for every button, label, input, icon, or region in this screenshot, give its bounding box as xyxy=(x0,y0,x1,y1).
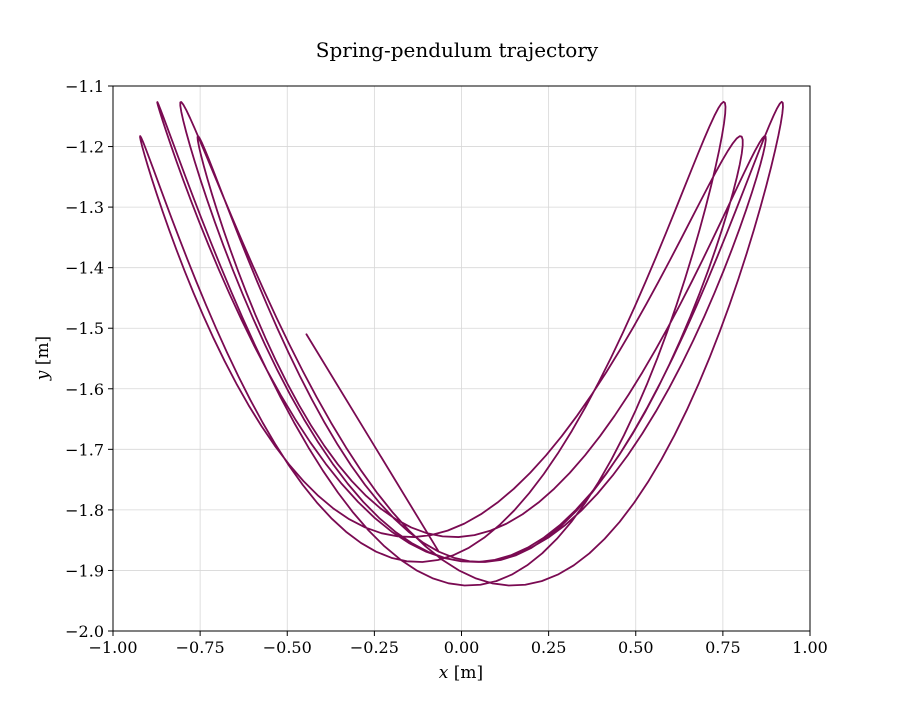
x-axis-label: x [m] xyxy=(439,663,483,683)
y-tick-label-7: −1.3 xyxy=(65,198,104,217)
x-tick-label-2: −0.50 xyxy=(263,638,312,657)
x-tick-label-5: 0.25 xyxy=(531,638,567,657)
y-tick-label-4: −1.6 xyxy=(65,380,104,399)
plot-frame xyxy=(112,85,811,632)
y-tick-label-2: −1.8 xyxy=(65,501,104,520)
x-tick-label-0: −1.00 xyxy=(88,638,137,657)
trajectory-line-0 xyxy=(139,100,784,587)
y-tick-label-9: −1.1 xyxy=(65,77,104,96)
x-axis-var: x xyxy=(439,663,449,683)
y-tick-label-1: −1.9 xyxy=(65,561,104,580)
y-tick-label-8: −1.2 xyxy=(65,138,104,157)
x-tick-label-4: 0.00 xyxy=(444,638,480,657)
x-tick-label-7: 0.75 xyxy=(705,638,741,657)
y-tick-label-6: −1.4 xyxy=(65,259,104,278)
y-tick-label-5: −1.5 xyxy=(65,319,104,338)
y-tick-label-0: −2.0 xyxy=(65,622,104,641)
x-axis-unit: [m] xyxy=(448,663,483,683)
grid-layer xyxy=(112,85,811,632)
chart-title: Spring-pendulum trajectory xyxy=(316,38,599,62)
y-axis-var: y xyxy=(33,370,53,381)
x-tick-label-3: −0.25 xyxy=(350,638,399,657)
x-tick-label-6: 0.50 xyxy=(618,638,654,657)
series-layer xyxy=(139,100,784,587)
y-axis-label: y [m] xyxy=(33,336,53,381)
y-tick-label-3: −1.7 xyxy=(65,440,104,459)
x-tick-label-1: −0.75 xyxy=(176,638,225,657)
y-axis-unit: [m] xyxy=(33,336,53,371)
tick-layer: −1.00 −0.75 −0.50 −0.25 0.00 0.25 0.50 0.75 1.00… xyxy=(65,77,828,657)
x-tick-label-8: 1.00 xyxy=(792,638,828,657)
